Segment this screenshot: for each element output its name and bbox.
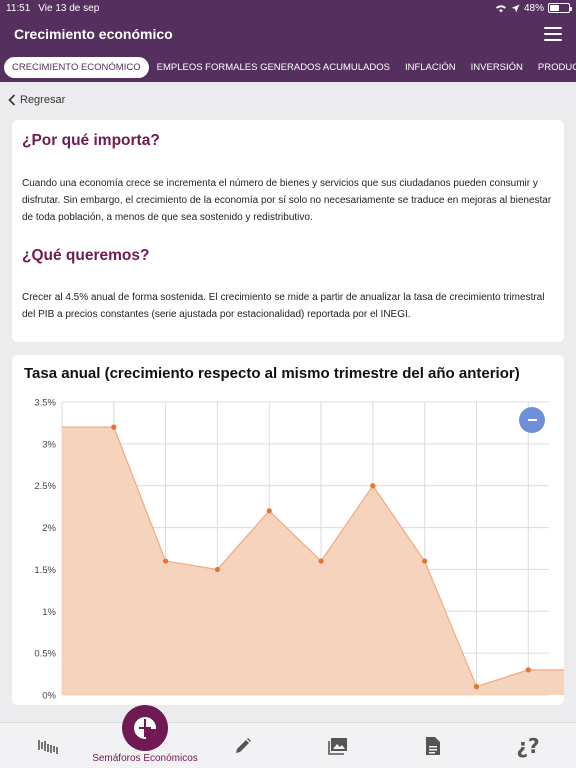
tab-bar: CRECIMIENTO ECONÓMICO EMPLEOS FORMALES G… (0, 52, 576, 82)
bottom-nav: Semáforos Económicos ¿? (0, 705, 576, 768)
question-icon: ¿? (516, 734, 540, 758)
hamburger-icon-line (544, 39, 562, 41)
y-tick-label: 2.5% (34, 481, 56, 492)
semaforos-label: Semáforos Económicos (92, 753, 198, 764)
data-point (214, 566, 221, 573)
data-point (473, 684, 480, 690)
y-tick-label: 2% (42, 523, 56, 534)
area-fill (62, 427, 564, 695)
what-paragraph: Crecer al 4.5% anual de forma sostenida.… (22, 292, 545, 320)
battery-icon (548, 3, 572, 13)
chevron-left-icon (8, 94, 16, 106)
back-label: Regresar (20, 94, 66, 106)
data-point (111, 424, 117, 430)
what-heading: ¿Qué queremos? (22, 247, 150, 264)
data-point (370, 483, 376, 489)
data-point (163, 558, 169, 564)
hamburger-icon-line (544, 33, 562, 35)
gallery-tab[interactable] (308, 723, 368, 768)
y-tick-label: 3.5% (34, 398, 56, 409)
status-time: 11:51 (6, 2, 31, 14)
status-right: 48% (495, 2, 572, 14)
tab-productividad[interactable]: PRODUCTIVIDAD (537, 61, 576, 73)
location-arrow-icon (511, 4, 520, 12)
edit-tab[interactable] (213, 723, 273, 768)
collapse-chart-button[interactable] (519, 407, 545, 433)
y-tick-label: 3% (42, 439, 56, 450)
minus-icon (527, 419, 537, 421)
help-tab[interactable]: ¿? (498, 723, 558, 768)
y-tick-label: 1% (42, 607, 56, 618)
indicators-tab[interactable] (18, 723, 78, 768)
page-title: Crecimiento económico (14, 26, 173, 42)
data-point (318, 558, 324, 564)
y-tick-label: 0.5% (34, 649, 56, 660)
indicators-icon (38, 740, 58, 754)
wifi-icon (495, 4, 506, 12)
tab-inflacion[interactable]: INFLACIÓN (404, 61, 456, 73)
data-point (422, 558, 428, 564)
hamburger-icon-line (544, 27, 562, 29)
pencil-icon (236, 738, 251, 753)
battery-percent: 48% (523, 2, 544, 14)
image-gallery-icon (328, 738, 347, 755)
semaforos-icon (134, 717, 156, 739)
y-tick-label: 1.5% (34, 565, 56, 576)
menu-button[interactable] (544, 27, 562, 41)
growth-area-chart: 3.5% 3% 2.5% 2% 1.5% 1% 0.5% 0% (34, 398, 564, 702)
tab-crecimiento-economico[interactable]: CRECIMIENTO ECONÓMICO (4, 56, 149, 78)
y-tick-label: 0% (42, 691, 56, 702)
why-heading: ¿Por qué importa? (22, 132, 160, 149)
data-point (266, 508, 272, 514)
documents-tab[interactable] (403, 723, 463, 768)
chart-card: Tasa anual (crecimiento respecto al mism… (12, 355, 564, 705)
chart-title: Tasa anual (crecimiento respecto al mism… (24, 365, 520, 382)
tab-empleos-formales[interactable]: EMPLEOS FORMALES GENERADOS ACUMULADOS (156, 61, 390, 73)
why-paragraph: Cuando una economía crece se incrementa … (22, 178, 552, 223)
document-icon (426, 737, 440, 755)
tab-inversion[interactable]: INVERSIÓN (470, 61, 523, 73)
info-card: ¿Por qué importa? Cuando una economía cr… (12, 120, 564, 342)
semaforos-button[interactable] (122, 705, 168, 751)
status-date: Vie 13 de sep (38, 2, 100, 14)
data-point (525, 667, 531, 673)
app-header: Crecimiento económico (0, 16, 576, 52)
back-button[interactable]: Regresar (8, 94, 65, 106)
status-bar: 11:51 Vie 13 de sep 48% (0, 0, 576, 16)
